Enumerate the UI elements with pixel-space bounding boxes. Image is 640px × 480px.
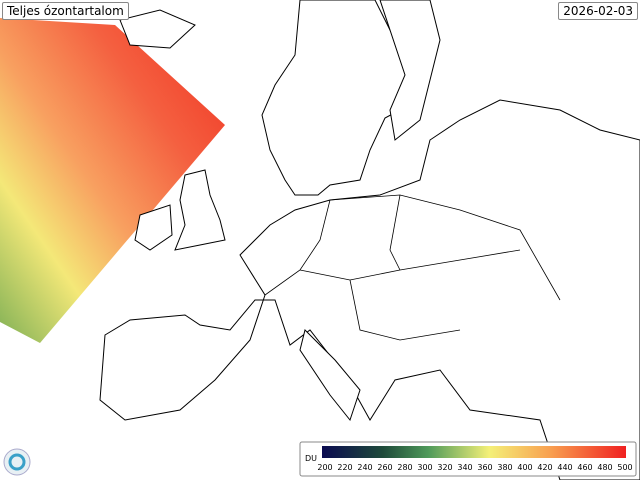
- logo: [3, 448, 31, 476]
- colorbar-tick-label: 440: [557, 463, 572, 472]
- colorbar-tick-label: 220: [337, 463, 352, 472]
- date-label: 2026-02-03: [558, 2, 638, 20]
- colorbar-tick-label: 480: [597, 463, 612, 472]
- colorbar-tick-label: 340: [457, 463, 472, 472]
- colorbar-tick-label: 420: [537, 463, 552, 472]
- colorbar-tick-label: 500: [617, 463, 632, 472]
- scandinavia: [261, 0, 411, 196]
- colorbar-tick-label: 240: [357, 463, 372, 472]
- borders: [264, 194, 561, 341]
- colorbar-tick-label: 260: [377, 463, 392, 472]
- italy-south: [299, 329, 361, 422]
- coastlines: [99, 0, 640, 480]
- colorbar-tick-label: 400: [517, 463, 532, 472]
- great-britain: [174, 169, 226, 251]
- colorbar-tick-label: 300: [417, 463, 432, 472]
- colorbar-tick-label: 280: [397, 463, 412, 472]
- legend-unit: DU: [305, 454, 317, 463]
- colorbar-tick-label: 320: [437, 463, 452, 472]
- finland: [379, 0, 441, 141]
- ozone-swath: [0, 18, 225, 343]
- title-label: Teljes ózontartalom: [2, 2, 129, 20]
- colorbar-tick-label: 460: [577, 463, 592, 472]
- continent: [99, 99, 640, 480]
- colorbar-tick-label: 380: [497, 463, 512, 472]
- colorbar-tick-label: 360: [477, 463, 492, 472]
- iceland: [119, 9, 196, 49]
- colorbar: [322, 446, 626, 458]
- ireland: [134, 204, 173, 251]
- colorbar-tick-label: 200: [317, 463, 332, 472]
